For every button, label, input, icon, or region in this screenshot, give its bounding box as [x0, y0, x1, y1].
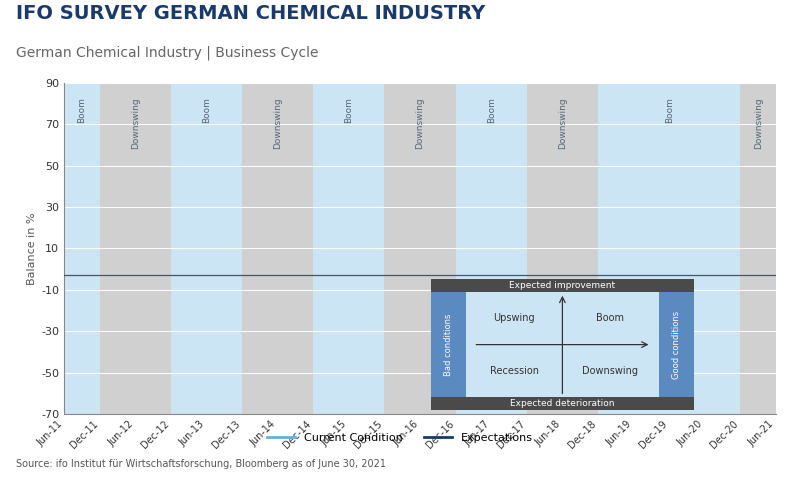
- Text: Source: ifo Institut für Wirtschaftsforschung, Bloomberg as of June 30, 2021: Source: ifo Institut für Wirtschaftsfors…: [16, 459, 386, 469]
- Text: Boom: Boom: [78, 97, 86, 123]
- Legend: Current Condition, Expectations: Current Condition, Expectations: [262, 429, 538, 448]
- Bar: [776, 83, 800, 414]
- Bar: [741, 83, 776, 414]
- Bar: [430, 280, 694, 410]
- Bar: [456, 83, 527, 414]
- Text: Good conditions: Good conditions: [672, 311, 681, 379]
- Text: Boom: Boom: [344, 97, 354, 123]
- Text: Boom: Boom: [665, 97, 674, 123]
- Bar: [466, 292, 658, 397]
- Text: Downswing: Downswing: [582, 366, 638, 376]
- Text: Expected improvement: Expected improvement: [510, 281, 615, 290]
- Bar: [776, 83, 800, 414]
- Bar: [314, 83, 385, 414]
- Bar: [64, 83, 99, 414]
- Bar: [430, 397, 694, 410]
- Text: Expected deterioration: Expected deterioration: [510, 399, 614, 408]
- Bar: [598, 83, 741, 414]
- Text: Boom: Boom: [486, 97, 496, 123]
- Text: IFO SURVEY GERMAN CHEMICAL INDUSTRY: IFO SURVEY GERMAN CHEMICAL INDUSTRY: [16, 4, 486, 23]
- Bar: [658, 292, 694, 397]
- Text: Downswing: Downswing: [415, 97, 425, 149]
- Bar: [526, 83, 598, 414]
- Y-axis label: Balance in %: Balance in %: [27, 212, 37, 284]
- Text: Bad conditions: Bad conditions: [444, 314, 453, 376]
- Text: German Chemical Industry | Business Cycle: German Chemical Industry | Business Cycl…: [16, 45, 318, 60]
- Bar: [171, 83, 242, 414]
- Bar: [430, 280, 694, 292]
- Bar: [242, 83, 314, 414]
- Text: Downswing: Downswing: [558, 97, 567, 149]
- Text: Downswing: Downswing: [130, 97, 140, 149]
- Bar: [99, 83, 171, 414]
- Bar: [385, 83, 456, 414]
- Text: Upswing: Upswing: [494, 313, 535, 323]
- Text: Boom: Boom: [202, 97, 211, 123]
- Bar: [776, 83, 800, 414]
- Bar: [430, 292, 466, 397]
- Text: Recession: Recession: [490, 366, 539, 376]
- Text: Boom: Boom: [597, 313, 625, 323]
- Bar: [776, 83, 800, 414]
- Text: Downswing: Downswing: [273, 97, 282, 149]
- Text: Downswing: Downswing: [754, 97, 762, 149]
